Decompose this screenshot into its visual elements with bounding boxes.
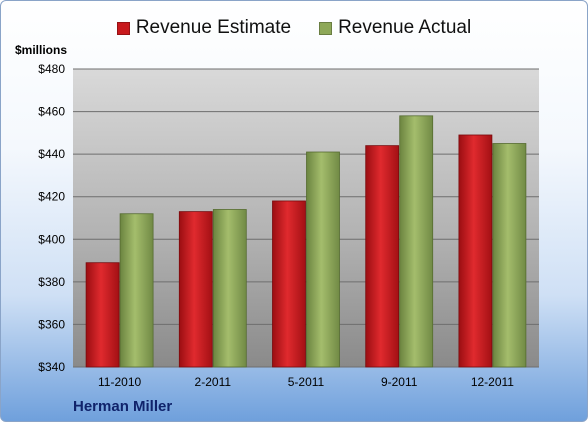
bar-actual: [212, 209, 247, 368]
x-tick-label: 12-2011: [471, 375, 514, 389]
legend-swatch-actual: [319, 21, 333, 35]
bar-estimate: [458, 134, 493, 368]
x-tick-labels: 11-2010 2-2011 5-2011 9-2011 12-2011: [98, 375, 514, 389]
y-tick-label: $460: [38, 105, 65, 119]
x-tick-label: 9-2011: [381, 375, 418, 389]
bar-actual: [119, 213, 154, 368]
bar-actual: [399, 115, 434, 368]
legend-label-estimate: Revenue Estimate: [135, 17, 292, 38]
x-tick-label: 5-2011: [288, 375, 325, 389]
bar-estimate: [272, 200, 306, 368]
y-tick-label: $420: [38, 190, 65, 204]
legend-swatch-estimate: [116, 21, 130, 35]
y-tick-label: $400: [38, 232, 65, 246]
x-tick-label: 2-2011: [195, 375, 232, 389]
y-tick-label: $340: [38, 360, 65, 374]
y-tick-label: $380: [38, 275, 65, 289]
bar-estimate: [85, 262, 120, 368]
y-tick-label: $360: [38, 317, 65, 331]
bars: [85, 115, 527, 368]
x-tick-label: 11-2010: [98, 375, 141, 389]
bar-actual: [492, 143, 527, 368]
legend-label-actual: Revenue Actual: [338, 17, 472, 38]
legend-item-actual: Revenue Actual: [319, 17, 471, 39]
y-tick-label: $440: [38, 147, 65, 161]
y-tick-label: $480: [38, 62, 65, 76]
legend: Revenue Estimate Revenue Actual: [1, 17, 587, 39]
legend-item-estimate: Revenue Estimate: [116, 17, 292, 39]
bar-estimate: [178, 211, 213, 368]
bar-estimate: [365, 145, 400, 368]
bar-actual: [306, 151, 340, 368]
company-label: Herman Miller: [73, 398, 173, 415]
y-tick-labels: $340 $360 $380 $400 $420 $440 $460 $480: [38, 62, 65, 374]
y-axis-label: $millions: [15, 43, 68, 57]
